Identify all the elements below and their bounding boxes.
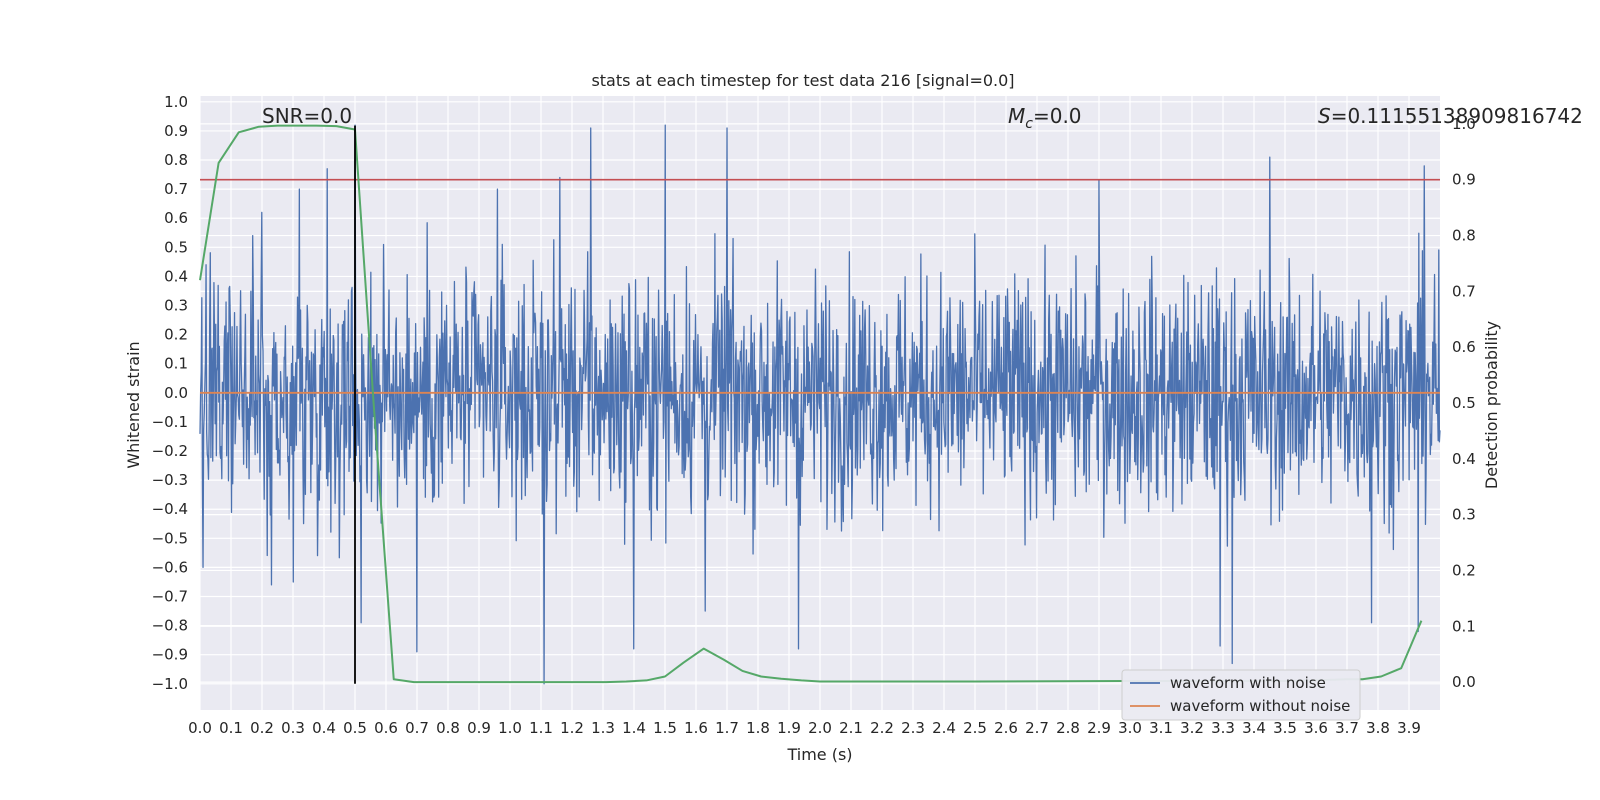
legend-label-clean: waveform without noise (1170, 697, 1350, 715)
y-tick-label: −0.9 (152, 646, 188, 664)
y-tick-label: −0.7 (152, 588, 188, 606)
x-tick-label: 3.6 (1304, 719, 1328, 737)
x-tick-label: 0.7 (405, 719, 429, 737)
y-tick-label: 0.1 (164, 355, 188, 373)
x-tick-label: 3.4 (1242, 719, 1266, 737)
mc-symbol: M (1008, 104, 1025, 128)
mc-subscript: c (1025, 116, 1033, 132)
legend: waveform with noise waveform without noi… (1121, 669, 1361, 721)
x-tick-label: 0.2 (250, 719, 274, 737)
y2-tick-label: 0.6 (1452, 338, 1476, 356)
x-tick-label: 0.0 (188, 719, 212, 737)
x-tick-label: 0.3 (281, 719, 305, 737)
x-tick-label: 2.8 (1056, 719, 1080, 737)
y2-tick-label: 1.0 (1452, 115, 1476, 133)
x-tick-label: 3.5 (1273, 719, 1297, 737)
y-tick-label: −0.8 (152, 617, 188, 635)
y-tick-label: −1.0 (152, 675, 188, 693)
x-tick-label: 1.6 (684, 719, 708, 737)
x-tick-label: 3.7 (1335, 719, 1359, 737)
x-axis-ticks: 0.0 0.1 0.2 0.3 0.4 0.5 0.6 0.7 0.8 0.9 1.0 1.1 1.2 1… (188, 719, 1421, 737)
x-tick-label: 2.0 (808, 719, 832, 737)
x-tick-label: 2.6 (994, 719, 1018, 737)
legend-frame (1121, 669, 1361, 721)
x-tick-label: 3.3 (1211, 719, 1235, 737)
y-tick-label: −0.4 (152, 500, 188, 518)
y2-tick-label: 0.9 (1452, 171, 1476, 189)
x-tick-label: 1.8 (746, 719, 770, 737)
x-tick-label: 1.3 (591, 719, 615, 737)
y-tick-label: 0.6 (164, 209, 188, 227)
y2-tick-label: 0.3 (1452, 506, 1476, 524)
y-tick-label: 0.0 (164, 384, 188, 402)
x-tick-label: 2.3 (901, 719, 925, 737)
y2-tick-label: 0.7 (1452, 282, 1476, 300)
s-annotation: S=0.11155138909816742 (1318, 104, 1583, 128)
y-tick-label: 0.8 (164, 151, 188, 169)
y-tick-label: −0.1 (152, 413, 188, 431)
y-tick-label: 0.5 (164, 238, 188, 256)
y2-axis-ticks: 1.0 0.9 0.8 0.7 0.6 0.5 0.4 0.3 0.2 0.1 0.0 (1452, 115, 1476, 691)
mc-annotation: Mc=0.0 (1008, 104, 1082, 132)
y2-tick-label: 0.1 (1452, 617, 1476, 635)
x-tick-label: 3.8 (1366, 719, 1390, 737)
x-tick-label: 1.5 (653, 719, 677, 737)
s-value: =0.11155138909816742 (1331, 104, 1583, 128)
legend-label-noise: waveform with noise (1170, 674, 1326, 692)
y2-tick-label: 0.2 (1452, 561, 1476, 579)
x-tick-label: 0.1 (219, 719, 243, 737)
x-tick-label: 0.6 (374, 719, 398, 737)
y-axis-ticks: 1.0 0.9 0.8 0.7 0.6 0.5 0.4 0.3 0.2 0.1 0.0 −0.1 −0.… (152, 93, 188, 693)
y-tick-label: −0.5 (152, 529, 188, 547)
x-tick-label: 3.9 (1397, 719, 1421, 737)
series-waveform-with-noise (199, 124, 1441, 685)
x-tick-label: 0.8 (436, 719, 460, 737)
y-tick-label: 0.3 (164, 297, 188, 315)
x-tick-label: 0.9 (467, 719, 491, 737)
s-symbol: S (1318, 104, 1331, 128)
y2-tick-label: 0.8 (1452, 227, 1476, 245)
x-tick-label: 2.4 (932, 719, 956, 737)
x-tick-label: 3.2 (1180, 719, 1204, 737)
y-tick-label: −0.6 (152, 558, 188, 576)
y2-axis-label: Detection probability (1482, 321, 1501, 489)
x-tick-label: 1.2 (560, 719, 584, 737)
y2-tick-label: 0.4 (1452, 450, 1476, 468)
noise-waveform-line (199, 124, 1441, 685)
x-tick-label: 2.9 (1087, 719, 1111, 737)
x-axis-label: Time (s) (786, 745, 852, 764)
x-tick-label: 1.7 (715, 719, 739, 737)
x-tick-label: 0.4 (312, 719, 336, 737)
y-tick-label: 0.7 (164, 180, 188, 198)
x-tick-label: 1.0 (498, 719, 522, 737)
y-tick-label: 0.2 (164, 326, 188, 344)
y-tick-label: 1.0 (164, 93, 188, 111)
x-tick-label: 1.4 (622, 719, 646, 737)
x-tick-label: 3.1 (1149, 719, 1173, 737)
mc-value: =0.0 (1033, 104, 1082, 128)
y2-tick-label: 0.0 (1452, 673, 1476, 691)
x-tick-label: 2.5 (963, 719, 987, 737)
chart-title: stats at each timestep for test data 216… (591, 71, 1014, 90)
x-tick-label: 2.1 (839, 719, 863, 737)
y-axis-label: Whitened strain (124, 341, 143, 468)
y-tick-label: −0.3 (152, 471, 188, 489)
x-tick-label: 2.2 (870, 719, 894, 737)
x-tick-label: 0.5 (343, 719, 367, 737)
snr-annotation: SNR=0.0 (262, 104, 352, 128)
y-tick-label: 0.4 (164, 267, 188, 285)
x-tick-label: 1.1 (529, 719, 553, 737)
y-tick-label: −0.2 (152, 442, 188, 460)
y2-tick-label: 0.5 (1452, 394, 1476, 412)
x-tick-label: 1.9 (777, 719, 801, 737)
y-tick-label: 0.9 (164, 122, 188, 140)
x-tick-label: 2.7 (1025, 719, 1049, 737)
x-tick-label: 3.0 (1118, 719, 1142, 737)
